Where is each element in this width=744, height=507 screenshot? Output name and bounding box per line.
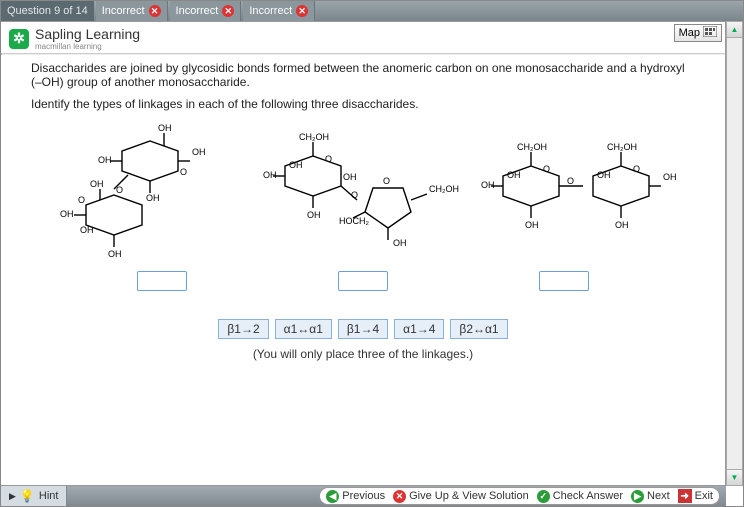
option-chip-2[interactable]: α1↔α1 bbox=[275, 319, 332, 339]
expand-icon: ▶ bbox=[9, 491, 16, 502]
top-bar: Question 9 of 14 Incorrect ✕ Incorrect ✕… bbox=[1, 1, 743, 21]
drop-slot-2[interactable] bbox=[338, 271, 388, 291]
sapling-logo-icon: ✲ bbox=[9, 29, 29, 49]
svg-text:OH: OH bbox=[90, 179, 104, 189]
drop-slot-3[interactable] bbox=[539, 271, 589, 291]
scroll-up-button[interactable]: ▲ bbox=[727, 22, 742, 38]
svg-text:CH₂OH: CH₂OH bbox=[429, 184, 459, 194]
svg-text:O: O bbox=[325, 154, 332, 164]
next-button[interactable]: ▶ Next bbox=[631, 490, 670, 503]
svg-text:OH: OH bbox=[98, 155, 112, 165]
svg-text:CH₂OH: CH₂OH bbox=[607, 142, 637, 152]
svg-text:OH: OH bbox=[263, 170, 277, 180]
content-panel: Map ✲ Sapling Learning macmillan learnin… bbox=[1, 21, 726, 486]
option-chip-5[interactable]: β2↔α1 bbox=[450, 319, 507, 339]
exit-label: Exit bbox=[695, 490, 713, 502]
svg-text:OH: OH bbox=[663, 172, 677, 182]
svg-text:HOCH₂: HOCH₂ bbox=[339, 216, 369, 226]
svg-text:OH: OH bbox=[289, 160, 303, 170]
brand-header: ✲ Sapling Learning macmillan learning bbox=[1, 22, 725, 53]
svg-text:O: O bbox=[567, 176, 574, 186]
brand-subtitle: macmillan learning bbox=[35, 42, 140, 51]
svg-text:OH: OH bbox=[108, 249, 122, 259]
status-tab-3-label: Incorrect bbox=[249, 5, 292, 17]
svg-text:OH: OH bbox=[393, 238, 407, 248]
next-icon: ▶ bbox=[631, 490, 644, 503]
structure-2: CH₂OH O OH OH OH OH O CH₂OH O HOCH₂ OH bbox=[249, 127, 477, 259]
svg-text:O: O bbox=[543, 164, 550, 174]
footer-bar: ▶ 💡 Hint ◀ Previous ✕ Give Up & View Sol… bbox=[1, 486, 726, 506]
giveup-icon: ✕ bbox=[393, 490, 406, 503]
svg-text:OH: OH bbox=[60, 209, 74, 219]
option-chip-1[interactable]: β1→2 bbox=[218, 319, 268, 339]
incorrect-icon: ✕ bbox=[296, 5, 308, 17]
prompt-paragraph-1: Disaccharides are joined by glycosidic b… bbox=[31, 61, 695, 89]
hint-button[interactable]: ▶ 💡 Hint bbox=[1, 486, 67, 506]
drop-slot-1[interactable] bbox=[137, 271, 187, 291]
vertical-scrollbar[interactable]: ▲ ▼ bbox=[726, 21, 743, 486]
placement-note: (You will only place three of the linkag… bbox=[1, 343, 725, 371]
svg-text:OH: OH bbox=[481, 180, 495, 190]
scroll-track[interactable] bbox=[727, 38, 742, 469]
svg-text:O: O bbox=[116, 185, 123, 195]
status-tab-1[interactable]: Incorrect ✕ bbox=[96, 1, 168, 21]
previous-button[interactable]: ◀ Previous bbox=[326, 490, 385, 503]
svg-text:OH: OH bbox=[80, 225, 94, 235]
svg-text:OH: OH bbox=[158, 123, 172, 133]
bulb-icon: 💡 bbox=[20, 489, 35, 503]
check-label: Check Answer bbox=[553, 490, 623, 502]
previous-label: Previous bbox=[342, 490, 385, 502]
structure-3: CH₂OH O OH OH OH O CH₂OH O OH OH OH bbox=[477, 127, 705, 259]
status-tab-1-label: Incorrect bbox=[102, 5, 145, 17]
prompt-paragraph-2: Identify the types of linkages in each o… bbox=[31, 97, 695, 111]
previous-icon: ◀ bbox=[326, 490, 339, 503]
svg-text:O: O bbox=[383, 176, 390, 186]
svg-text:OH: OH bbox=[146, 193, 160, 203]
action-bar: ◀ Previous ✕ Give Up & View Solution ✓ C… bbox=[319, 487, 720, 505]
option-chip-row: β1→2 α1↔α1 β1→4 α1→4 β2↔α1 bbox=[1, 299, 725, 343]
status-tab-3[interactable]: Incorrect ✕ bbox=[243, 1, 315, 21]
give-up-button[interactable]: ✕ Give Up & View Solution bbox=[393, 490, 529, 503]
svg-text:O: O bbox=[180, 167, 187, 177]
question-counter: Question 9 of 14 bbox=[1, 1, 94, 21]
svg-text:OH: OH bbox=[307, 210, 321, 220]
svg-text:OH: OH bbox=[615, 220, 629, 230]
question-text: Disaccharides are joined by glycosidic b… bbox=[1, 55, 725, 123]
structures-row: OH OH O OH OH OH O OH O OH OH bbox=[1, 123, 725, 263]
svg-text:CH₂OH: CH₂OH bbox=[299, 132, 329, 142]
exit-button[interactable]: ➜ Exit bbox=[678, 489, 713, 503]
svg-text:OH: OH bbox=[507, 170, 521, 180]
svg-text:O: O bbox=[78, 195, 85, 205]
incorrect-icon: ✕ bbox=[222, 5, 234, 17]
drop-slot-row bbox=[1, 263, 725, 299]
option-chip-4[interactable]: α1→4 bbox=[394, 319, 444, 339]
next-label: Next bbox=[647, 490, 670, 502]
svg-text:OH: OH bbox=[192, 147, 206, 157]
svg-text:CH₂OH: CH₂OH bbox=[517, 142, 547, 152]
exit-icon: ➜ bbox=[678, 489, 692, 503]
svg-text:OH: OH bbox=[343, 172, 357, 182]
status-tab-2-label: Incorrect bbox=[176, 5, 219, 17]
giveup-label: Give Up & View Solution bbox=[409, 490, 529, 502]
check-answer-button[interactable]: ✓ Check Answer bbox=[537, 490, 623, 503]
brand-name: Sapling Learning bbox=[35, 26, 140, 42]
svg-text:OH: OH bbox=[525, 220, 539, 230]
svg-text:O: O bbox=[351, 190, 358, 200]
svg-text:O: O bbox=[633, 164, 640, 174]
hint-label: Hint bbox=[39, 490, 59, 502]
scroll-down-button[interactable]: ▼ bbox=[727, 469, 742, 485]
app-frame: Question 9 of 14 Incorrect ✕ Incorrect ✕… bbox=[0, 0, 744, 507]
structure-1: OH OH O OH OH OH O OH O OH OH bbox=[21, 127, 249, 259]
status-tab-2[interactable]: Incorrect ✕ bbox=[170, 1, 242, 21]
svg-text:OH: OH bbox=[597, 170, 611, 180]
check-icon: ✓ bbox=[537, 490, 550, 503]
incorrect-icon: ✕ bbox=[149, 5, 161, 17]
option-chip-3[interactable]: β1→4 bbox=[338, 319, 388, 339]
